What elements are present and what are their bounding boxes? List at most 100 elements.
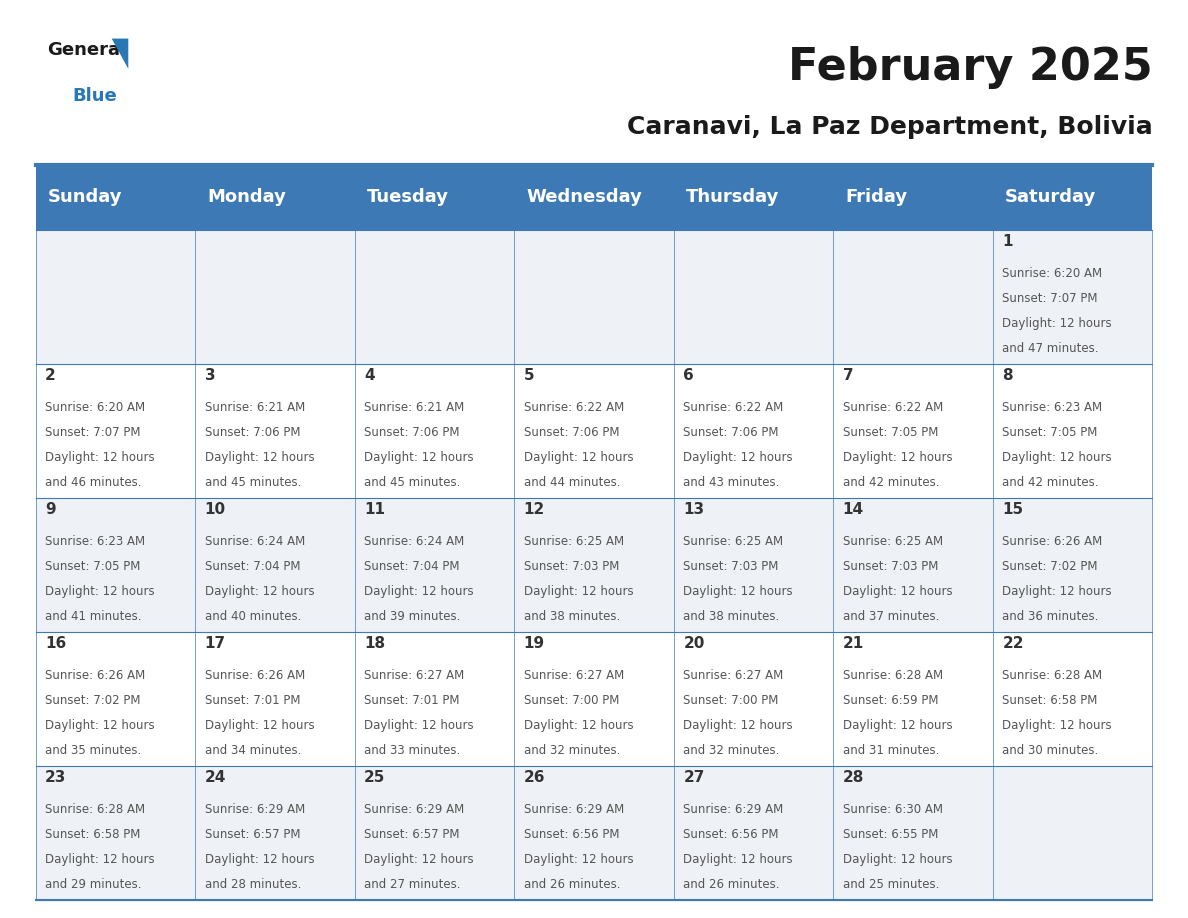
Text: Sunset: 6:57 PM: Sunset: 6:57 PM xyxy=(204,828,301,841)
Text: Daylight: 12 hours: Daylight: 12 hours xyxy=(45,719,154,732)
Bar xyxy=(993,498,1152,632)
Bar xyxy=(36,498,195,632)
Text: 11: 11 xyxy=(365,502,385,517)
Text: and 40 minutes.: and 40 minutes. xyxy=(204,610,301,622)
Bar xyxy=(833,632,993,766)
Text: and 46 minutes.: and 46 minutes. xyxy=(45,476,141,488)
Text: Sunset: 7:00 PM: Sunset: 7:00 PM xyxy=(683,694,778,707)
Bar xyxy=(36,165,1152,230)
Bar xyxy=(514,230,674,364)
Text: Tuesday: Tuesday xyxy=(367,188,449,207)
Text: Sunset: 7:04 PM: Sunset: 7:04 PM xyxy=(365,560,460,573)
Text: Daylight: 12 hours: Daylight: 12 hours xyxy=(1003,585,1112,598)
Polygon shape xyxy=(112,39,128,69)
Text: 22: 22 xyxy=(1003,636,1024,651)
Text: 19: 19 xyxy=(524,636,545,651)
Text: Daylight: 12 hours: Daylight: 12 hours xyxy=(1003,317,1112,330)
Text: and 38 minutes.: and 38 minutes. xyxy=(683,610,779,622)
Text: Daylight: 12 hours: Daylight: 12 hours xyxy=(1003,451,1112,464)
Text: and 43 minutes.: and 43 minutes. xyxy=(683,476,779,488)
Text: Daylight: 12 hours: Daylight: 12 hours xyxy=(842,853,953,866)
Text: Daylight: 12 hours: Daylight: 12 hours xyxy=(204,451,315,464)
Text: 16: 16 xyxy=(45,636,67,651)
Text: and 34 minutes.: and 34 minutes. xyxy=(204,744,301,756)
Text: Thursday: Thursday xyxy=(685,188,779,207)
Text: 3: 3 xyxy=(204,368,215,383)
Text: and 39 minutes.: and 39 minutes. xyxy=(365,610,461,622)
Text: Sunrise: 6:26 AM: Sunrise: 6:26 AM xyxy=(1003,535,1102,548)
Text: Sunset: 7:06 PM: Sunset: 7:06 PM xyxy=(365,426,460,439)
Text: Daylight: 12 hours: Daylight: 12 hours xyxy=(683,853,792,866)
Text: Sunrise: 6:26 AM: Sunrise: 6:26 AM xyxy=(204,669,305,682)
Text: Sunset: 6:59 PM: Sunset: 6:59 PM xyxy=(842,694,939,707)
Text: 5: 5 xyxy=(524,368,535,383)
Text: Sunrise: 6:20 AM: Sunrise: 6:20 AM xyxy=(1003,267,1102,280)
Bar xyxy=(674,498,833,632)
Text: Sunrise: 6:25 AM: Sunrise: 6:25 AM xyxy=(842,535,943,548)
Text: and 25 minutes.: and 25 minutes. xyxy=(842,878,940,890)
Text: February 2025: February 2025 xyxy=(788,46,1152,89)
Text: Sunrise: 6:24 AM: Sunrise: 6:24 AM xyxy=(204,535,305,548)
Bar xyxy=(674,364,833,498)
Text: Sunrise: 6:28 AM: Sunrise: 6:28 AM xyxy=(1003,669,1102,682)
Text: and 28 minutes.: and 28 minutes. xyxy=(204,878,301,890)
Text: Daylight: 12 hours: Daylight: 12 hours xyxy=(365,585,474,598)
Bar xyxy=(514,766,674,900)
Text: Daylight: 12 hours: Daylight: 12 hours xyxy=(683,585,792,598)
Text: Sunrise: 6:23 AM: Sunrise: 6:23 AM xyxy=(1003,401,1102,414)
Text: Sunday: Sunday xyxy=(48,188,122,207)
Bar xyxy=(355,498,514,632)
Text: Sunrise: 6:22 AM: Sunrise: 6:22 AM xyxy=(842,401,943,414)
Text: Sunset: 7:02 PM: Sunset: 7:02 PM xyxy=(1003,560,1098,573)
Text: and 32 minutes.: and 32 minutes. xyxy=(524,744,620,756)
Text: Daylight: 12 hours: Daylight: 12 hours xyxy=(524,853,633,866)
Bar xyxy=(195,632,355,766)
Bar xyxy=(674,766,833,900)
Text: 1: 1 xyxy=(1003,234,1013,249)
Text: Sunrise: 6:28 AM: Sunrise: 6:28 AM xyxy=(45,803,145,816)
Text: Daylight: 12 hours: Daylight: 12 hours xyxy=(842,719,953,732)
Text: Sunset: 6:58 PM: Sunset: 6:58 PM xyxy=(45,828,140,841)
Text: Daylight: 12 hours: Daylight: 12 hours xyxy=(204,585,315,598)
Text: 13: 13 xyxy=(683,502,704,517)
Text: Daylight: 12 hours: Daylight: 12 hours xyxy=(45,451,154,464)
Text: Daylight: 12 hours: Daylight: 12 hours xyxy=(1003,719,1112,732)
Bar xyxy=(833,498,993,632)
Text: Daylight: 12 hours: Daylight: 12 hours xyxy=(683,451,792,464)
Text: Sunset: 7:06 PM: Sunset: 7:06 PM xyxy=(524,426,619,439)
Text: Daylight: 12 hours: Daylight: 12 hours xyxy=(45,585,154,598)
Text: 24: 24 xyxy=(204,770,226,785)
Text: Sunset: 6:56 PM: Sunset: 6:56 PM xyxy=(524,828,619,841)
Bar xyxy=(36,364,195,498)
Text: and 41 minutes.: and 41 minutes. xyxy=(45,610,141,622)
Text: 26: 26 xyxy=(524,770,545,785)
Text: Daylight: 12 hours: Daylight: 12 hours xyxy=(842,451,953,464)
Text: Daylight: 12 hours: Daylight: 12 hours xyxy=(524,585,633,598)
Text: Daylight: 12 hours: Daylight: 12 hours xyxy=(524,451,633,464)
Text: and 29 minutes.: and 29 minutes. xyxy=(45,878,141,890)
Text: Sunset: 7:03 PM: Sunset: 7:03 PM xyxy=(683,560,778,573)
Text: Sunrise: 6:21 AM: Sunrise: 6:21 AM xyxy=(204,401,305,414)
Bar xyxy=(195,364,355,498)
Text: Sunset: 7:06 PM: Sunset: 7:06 PM xyxy=(204,426,301,439)
Text: Sunrise: 6:23 AM: Sunrise: 6:23 AM xyxy=(45,535,145,548)
Text: Sunrise: 6:27 AM: Sunrise: 6:27 AM xyxy=(683,669,784,682)
Text: Sunrise: 6:29 AM: Sunrise: 6:29 AM xyxy=(365,803,465,816)
Text: Sunrise: 6:26 AM: Sunrise: 6:26 AM xyxy=(45,669,145,682)
Text: and 32 minutes.: and 32 minutes. xyxy=(683,744,779,756)
Text: and 33 minutes.: and 33 minutes. xyxy=(365,744,461,756)
Text: and 42 minutes.: and 42 minutes. xyxy=(842,476,940,488)
Text: Sunrise: 6:29 AM: Sunrise: 6:29 AM xyxy=(524,803,624,816)
Text: and 26 minutes.: and 26 minutes. xyxy=(524,878,620,890)
Text: Sunset: 7:03 PM: Sunset: 7:03 PM xyxy=(842,560,939,573)
Bar xyxy=(674,230,833,364)
Text: and 31 minutes.: and 31 minutes. xyxy=(842,744,940,756)
Text: 20: 20 xyxy=(683,636,704,651)
Text: and 44 minutes.: and 44 minutes. xyxy=(524,476,620,488)
Text: 2: 2 xyxy=(45,368,56,383)
Bar xyxy=(355,364,514,498)
Text: Sunrise: 6:27 AM: Sunrise: 6:27 AM xyxy=(524,669,624,682)
Text: and 30 minutes.: and 30 minutes. xyxy=(1003,744,1099,756)
Bar xyxy=(833,364,993,498)
Text: Sunset: 7:01 PM: Sunset: 7:01 PM xyxy=(365,694,460,707)
